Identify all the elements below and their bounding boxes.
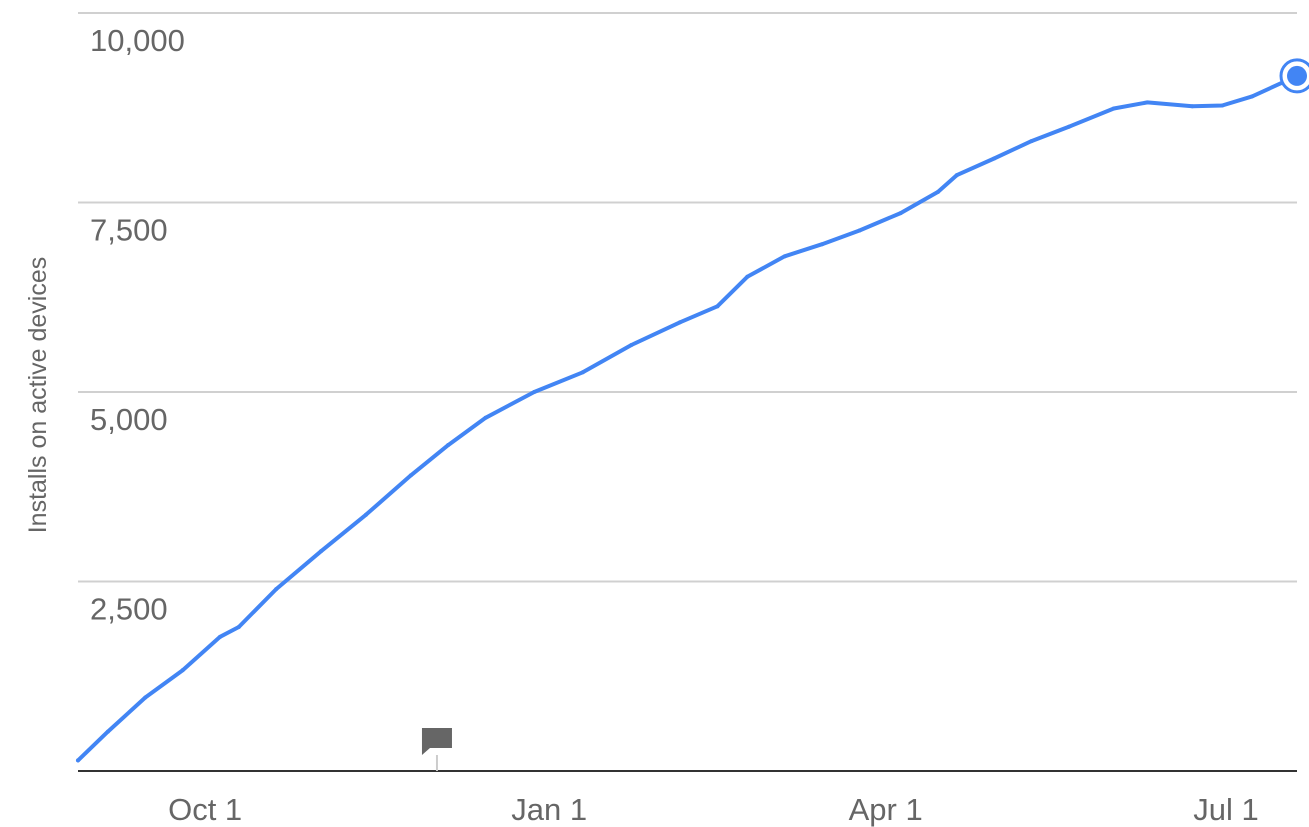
data-point bbox=[992, 156, 997, 161]
data-point bbox=[715, 304, 720, 309]
series-layer bbox=[76, 58, 1309, 763]
data-point bbox=[218, 634, 223, 639]
x-tick-label: Jan 1 bbox=[511, 792, 587, 827]
x-tick-label: Jul 1 bbox=[1193, 792, 1258, 827]
data-point bbox=[629, 343, 634, 348]
data-point bbox=[1066, 124, 1071, 129]
x-axis-ticks: Oct 1 Jan 1 Apr 1 Jul 1 bbox=[168, 792, 1259, 827]
data-point bbox=[274, 587, 279, 592]
data-point bbox=[1190, 104, 1195, 109]
data-point bbox=[580, 370, 585, 375]
data-point bbox=[745, 274, 750, 279]
data-point bbox=[76, 758, 80, 763]
y-tick-label: 10,000 bbox=[90, 23, 185, 58]
data-point bbox=[180, 668, 185, 673]
data-point bbox=[446, 443, 451, 448]
data-point bbox=[1029, 139, 1034, 144]
y-axis-ticks: 10,000 7,500 5,000 2,500 bbox=[90, 23, 185, 627]
data-point bbox=[1250, 94, 1255, 99]
y-tick-label: 7,500 bbox=[90, 213, 168, 248]
y-axis-title: Installs on active devices bbox=[24, 257, 52, 534]
y-tick-label: 5,000 bbox=[90, 402, 168, 437]
flag-icon[interactable] bbox=[421, 728, 452, 771]
data-point bbox=[1220, 103, 1225, 108]
data-point bbox=[105, 729, 110, 734]
data-point bbox=[954, 173, 959, 178]
data-point bbox=[1111, 106, 1116, 111]
data-point bbox=[782, 254, 787, 259]
x-tick-label: Oct 1 bbox=[168, 792, 242, 827]
data-point bbox=[363, 512, 368, 517]
data-point bbox=[936, 189, 941, 194]
y-tick-label: 2,500 bbox=[90, 592, 168, 627]
data-point bbox=[319, 549, 324, 554]
data-point bbox=[857, 228, 862, 233]
data-point bbox=[820, 242, 825, 247]
data-point bbox=[678, 320, 683, 325]
annotation-layer bbox=[421, 728, 452, 771]
highlight-point[interactable] bbox=[1287, 65, 1307, 86]
data-point bbox=[1145, 100, 1150, 105]
data-point bbox=[236, 624, 241, 629]
gridlines bbox=[78, 12, 1297, 772]
data-point bbox=[898, 211, 903, 216]
data-point bbox=[532, 390, 537, 394]
series-line bbox=[76, 73, 1299, 763]
data-point bbox=[408, 473, 413, 478]
data-point bbox=[483, 415, 488, 420]
data-point bbox=[143, 695, 148, 700]
x-tick-label: Apr 1 bbox=[849, 792, 923, 827]
